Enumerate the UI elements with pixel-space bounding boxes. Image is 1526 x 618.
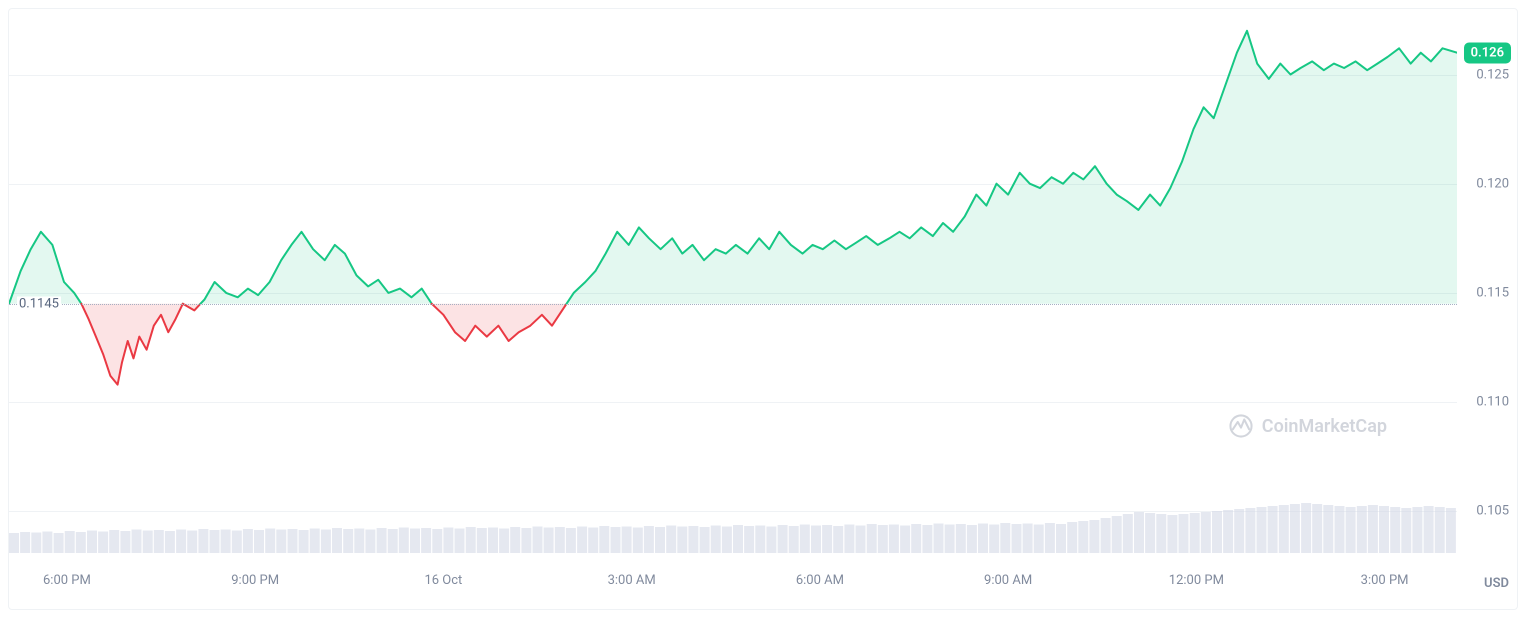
- watermark-text: CoinMarketCap: [1262, 416, 1387, 437]
- x-tick-label: 12:00 PM: [1169, 573, 1224, 588]
- y-axis: 0.105 0.110 0.115 0.120 0.125: [1457, 9, 1517, 555]
- y-tick-label: 0.120: [1476, 176, 1509, 191]
- y-tick-label: 0.115: [1476, 285, 1509, 300]
- x-tick-label: 6:00 PM: [43, 573, 91, 588]
- y-tick-label: 0.105: [1476, 504, 1509, 519]
- x-tick-label: 9:00 AM: [984, 573, 1032, 588]
- plot-area[interactable]: 0.1145 CoinMarketCap: [9, 9, 1457, 555]
- price-series: [9, 9, 1457, 555]
- x-tick-label: 9:00 PM: [231, 573, 279, 588]
- price-chart[interactable]: 0.1145 CoinMarketCap 0.105 0.110 0.115 0.12…: [8, 8, 1518, 610]
- y-tick-label: 0.110: [1476, 395, 1509, 410]
- x-tick-label: 6:00 AM: [796, 573, 844, 588]
- current-price-badge: 0.126: [1464, 42, 1511, 63]
- coinmarketcap-icon: [1228, 413, 1254, 439]
- baseline-line: [9, 304, 1457, 305]
- currency-label: USD: [1484, 576, 1509, 591]
- watermark: CoinMarketCap: [1228, 413, 1387, 439]
- volume-bars: [9, 493, 1457, 553]
- baseline-label: 0.1145: [17, 296, 61, 311]
- x-tick-label: 16 Oct: [424, 573, 462, 588]
- x-tick-label: 3:00 AM: [608, 573, 656, 588]
- x-axis: 6:00 PM 9:00 PM 16 Oct 3:00 AM 6:00 AM 9:00 A…: [9, 555, 1457, 609]
- x-tick-label: 3:00 PM: [1361, 573, 1409, 588]
- y-tick-label: 0.125: [1476, 67, 1509, 82]
